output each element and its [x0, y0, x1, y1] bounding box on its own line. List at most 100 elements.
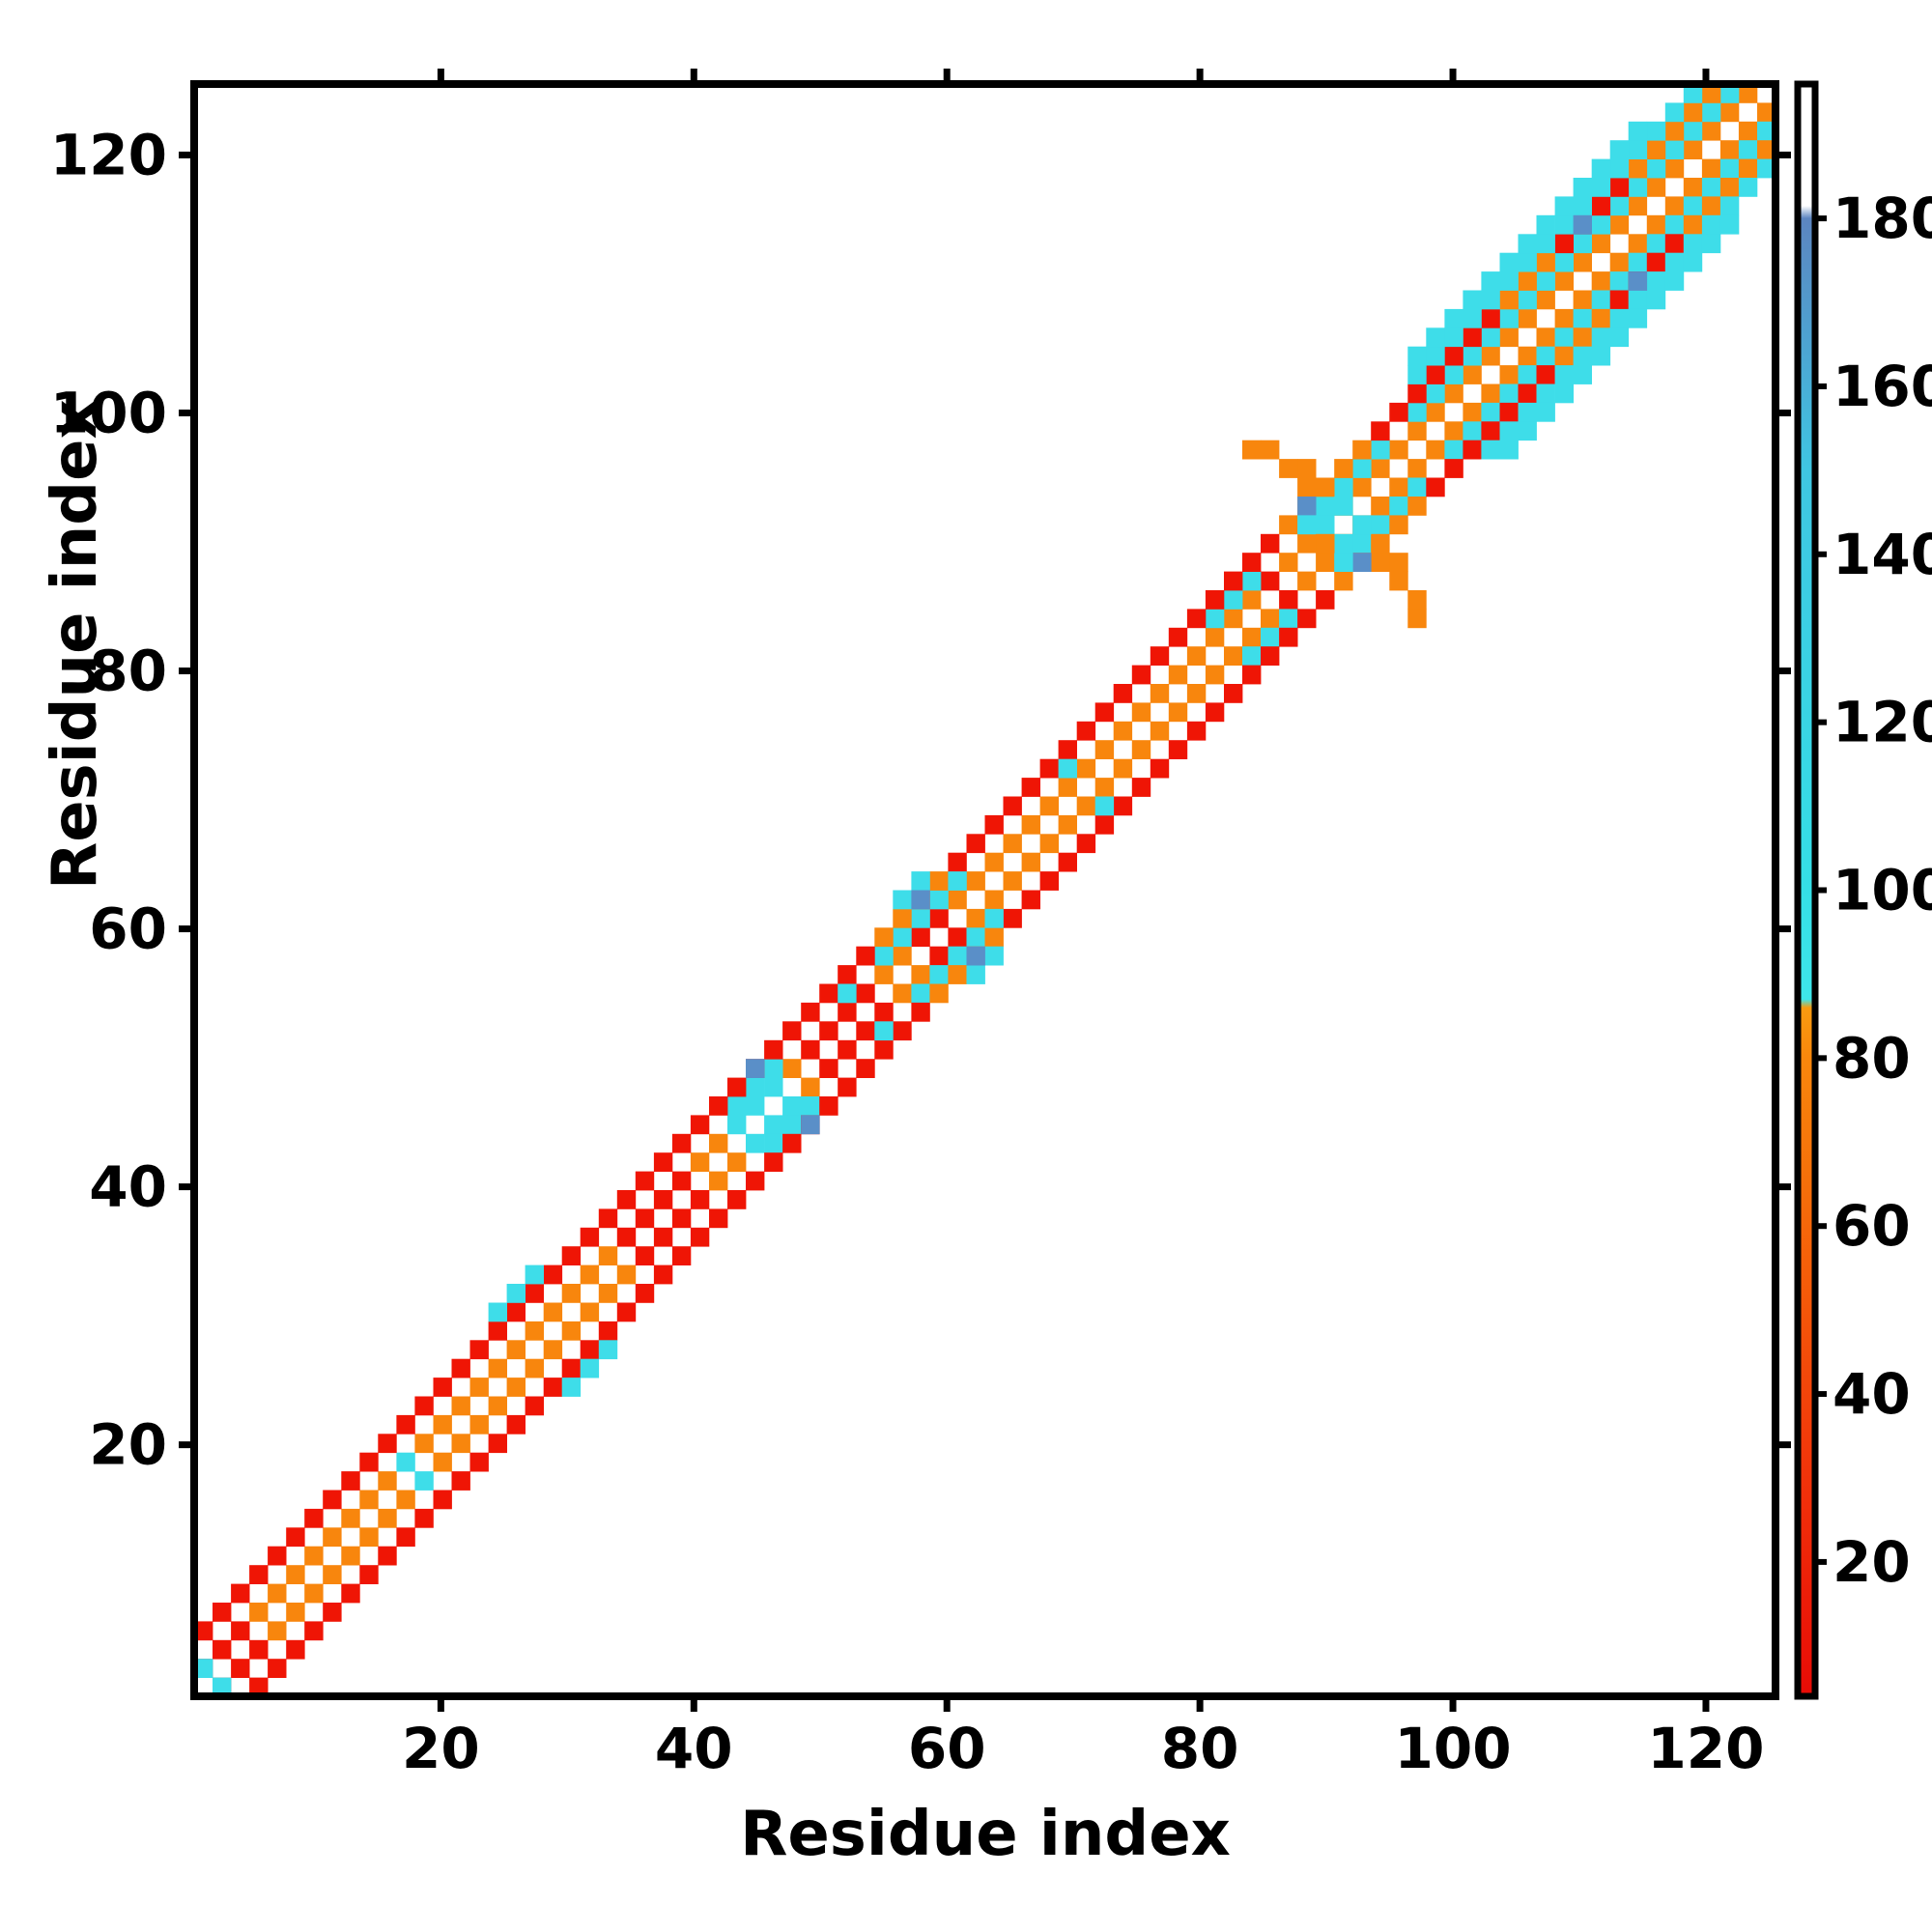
contact-cell	[1261, 627, 1280, 647]
contact-cell	[304, 1621, 324, 1641]
contact-cell	[341, 1508, 360, 1528]
y-tick-label: 120	[50, 122, 167, 187]
contact-cell	[488, 1321, 507, 1341]
contact-cell	[948, 852, 967, 872]
contact-cell	[268, 1659, 287, 1678]
contact-cell	[635, 1171, 655, 1191]
contact-cell	[268, 1621, 287, 1641]
contact-cell	[1352, 533, 1372, 554]
contact-cell	[1407, 477, 1427, 497]
contact-cell	[1609, 140, 1630, 159]
contact-cell	[746, 1077, 765, 1097]
contact-cell	[561, 1284, 582, 1303]
contact-cell	[1499, 252, 1519, 272]
contact-cell	[819, 1096, 838, 1116]
contact-cell	[1481, 402, 1500, 422]
contact-cell	[616, 1264, 637, 1285]
contact-cell	[1628, 121, 1648, 141]
contact-cell	[929, 871, 949, 891]
contact-cell	[1609, 196, 1630, 216]
contact-cell	[801, 1096, 820, 1116]
contact-cell	[598, 1321, 618, 1341]
contact-cell	[690, 1115, 710, 1135]
contact-cell	[1021, 814, 1040, 835]
contact-cell	[929, 890, 949, 910]
contact-cell	[1683, 234, 1703, 254]
contact-cell	[543, 1340, 563, 1360]
contact-cell	[1297, 515, 1317, 535]
contact-cell	[1076, 721, 1096, 741]
contact-cell	[1021, 890, 1040, 910]
contact-cell	[1003, 796, 1022, 816]
contact-cell	[690, 1190, 710, 1209]
y-tick-label: 20	[89, 1412, 167, 1478]
contact-cell	[1242, 571, 1262, 591]
contact-cell	[1719, 140, 1740, 159]
contact-cell	[433, 1490, 452, 1510]
contact-cell	[414, 1396, 434, 1416]
contact-cell	[1131, 740, 1151, 759]
contact-cell	[1701, 158, 1721, 179]
contact-cell	[1297, 533, 1317, 554]
contact-cell	[1719, 196, 1740, 216]
contact-cell	[1168, 740, 1188, 759]
contact-cell	[1426, 384, 1445, 404]
contact-cell	[1536, 252, 1555, 272]
contact-cell	[1554, 346, 1574, 366]
contact-cell	[1131, 778, 1151, 797]
contact-cell	[782, 1115, 802, 1135]
contact-cell	[543, 1378, 563, 1397]
contact-cell	[1168, 665, 1188, 685]
y-tick-label: 100	[50, 380, 167, 445]
contact-cell	[1426, 346, 1445, 366]
contact-cell	[1224, 646, 1243, 666]
contact-cell	[1297, 497, 1317, 516]
contact-cell	[746, 1059, 765, 1078]
contact-cell	[580, 1358, 600, 1378]
contact-cell	[635, 1246, 655, 1265]
x-tick-label: 60	[908, 1716, 986, 1781]
contact-cell	[1316, 477, 1335, 497]
contact-cell	[1664, 252, 1685, 272]
contact-cell	[819, 1021, 838, 1041]
contact-cell	[1058, 778, 1077, 797]
contact-cell	[359, 1490, 379, 1510]
contact-cell	[1481, 421, 1500, 441]
contact-cell	[1701, 234, 1721, 254]
contact-cell	[323, 1565, 342, 1584]
contact-cell	[304, 1546, 324, 1566]
contact-cell	[1150, 646, 1170, 666]
tick-labels: 20 40 60 80 100 120 20 40 60 80 100 120 20 40 60 80 100 1…	[50, 122, 1932, 1781]
contact-cell	[1426, 402, 1445, 422]
contact-cell	[635, 1284, 655, 1303]
contact-cell	[746, 1133, 765, 1153]
contact-cell	[1150, 684, 1170, 703]
contact-cell	[1518, 384, 1537, 404]
contact-cell	[1573, 214, 1592, 235]
contact-cell	[929, 983, 949, 1004]
contact-cell	[838, 1002, 857, 1022]
contact-cell	[1371, 533, 1390, 554]
contact-cell	[1279, 609, 1298, 629]
contact-cell	[323, 1603, 342, 1622]
contact-cell	[1334, 533, 1353, 554]
contact-cell	[359, 1527, 379, 1548]
contact-cell	[1536, 365, 1555, 384]
contact-cell	[1352, 553, 1372, 572]
contact-cell	[911, 1002, 930, 1022]
contact-cell	[1499, 327, 1519, 348]
contact-cell	[1646, 158, 1666, 179]
contact-cell	[671, 1133, 692, 1153]
contact-cell	[1481, 346, 1500, 366]
contact-cell	[1463, 346, 1482, 366]
contact-cell	[488, 1302, 507, 1322]
contact-cell	[1058, 758, 1077, 779]
contact-cell	[1407, 346, 1427, 366]
contact-cell	[1371, 497, 1390, 516]
contact-cell	[1573, 346, 1592, 366]
contact-cell	[1683, 121, 1703, 141]
contact-cell	[1444, 327, 1463, 348]
contact-cell	[1719, 214, 1740, 235]
contact-cell	[1224, 590, 1243, 610]
contact-cell	[1076, 796, 1096, 816]
